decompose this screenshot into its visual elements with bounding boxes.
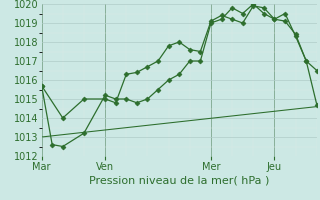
X-axis label: Pression niveau de la mer( hPa ): Pression niveau de la mer( hPa ): [89, 176, 269, 186]
